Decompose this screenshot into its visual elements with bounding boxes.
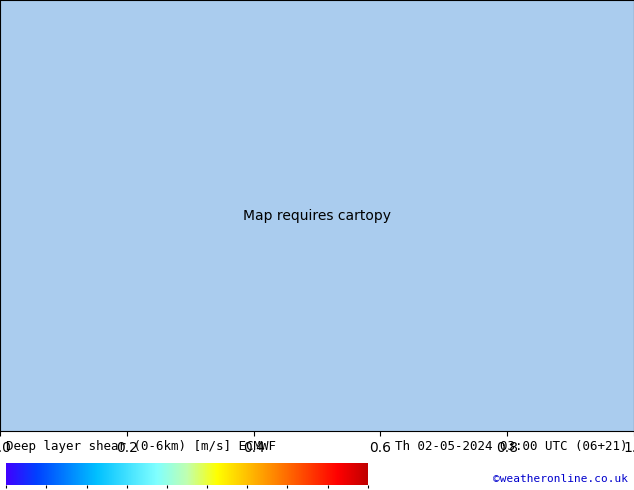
- Text: Map requires cartopy: Map requires cartopy: [243, 209, 391, 222]
- Text: ©weatheronline.co.uk: ©weatheronline.co.uk: [493, 474, 628, 484]
- Text: Th 02-05-2024 03:00 UTC (06+21): Th 02-05-2024 03:00 UTC (06+21): [395, 440, 628, 453]
- Text: Deep layer shear (0-6km) [m/s] ECMWF: Deep layer shear (0-6km) [m/s] ECMWF: [6, 440, 276, 453]
